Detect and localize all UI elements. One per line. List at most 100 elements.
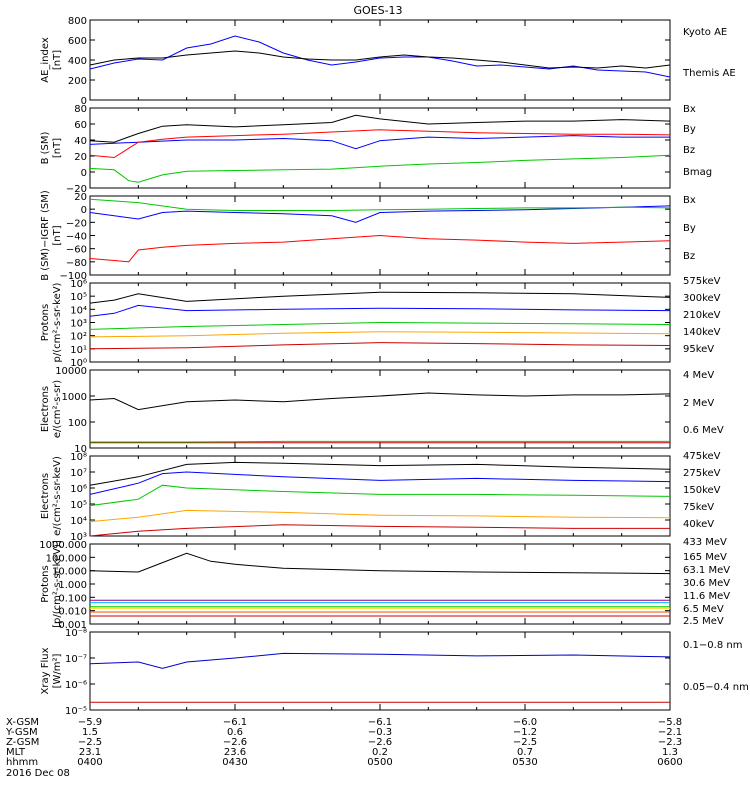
footer-row-label: X-GSM	[6, 717, 39, 728]
series-line-575keV	[89, 342, 671, 350]
footer-date: 2016 Dec 08	[6, 768, 70, 779]
footer-value: 0600	[657, 757, 682, 768]
panel-frame-xray	[89, 631, 671, 711]
ytick-label: 10⁴	[70, 516, 87, 527]
ytick-label: 10⁶	[70, 279, 87, 290]
legend-entry: 210keV	[683, 310, 721, 321]
ytick-label: 10⁵	[70, 500, 87, 511]
legend-entry: 0.6 MeV	[683, 425, 724, 436]
series-line-140keV	[89, 304, 671, 317]
y-axis-label: e/(cm²-s-sr-keV)	[52, 456, 63, 536]
series-line-150keV	[89, 484, 671, 507]
legend-entry: 75keV	[683, 502, 714, 513]
legend-entry: 4 MeV	[683, 370, 714, 381]
legend-entry: 63.1 MeV	[683, 565, 730, 576]
legend-entry: Themis AE	[682, 68, 736, 79]
ytick-label: 10.000	[52, 567, 87, 578]
ytick-label: 0	[81, 96, 87, 107]
series-line-300keV	[89, 331, 671, 338]
series-line-Bmag	[89, 114, 671, 143]
y-axis-label: Xray Flux	[40, 647, 51, 694]
ytick-label: 1000	[62, 392, 87, 403]
y-axis-label: [p/(cm²-s-sr-keV)]	[52, 540, 63, 628]
ytick-label: 0.100	[58, 593, 87, 604]
legend-entry: 575keV	[683, 276, 721, 287]
legend-entry: 433 MeV	[683, 537, 727, 548]
footer-value: 23.1	[79, 747, 101, 758]
ytick-label: 100.000	[46, 553, 87, 564]
ytick-label: 1.000	[58, 580, 87, 591]
series-line-275keV	[89, 509, 671, 523]
legend-entry: 165 MeV	[683, 552, 727, 563]
ytick-label: 400	[68, 56, 87, 67]
ytick-label: 10⁻⁸	[65, 628, 87, 639]
legend-entry: 95keV	[683, 344, 714, 355]
y-axis-label: Protons	[40, 304, 51, 341]
footer-row-label: Y-GSM	[5, 727, 38, 738]
footer-value: −2.6	[223, 737, 247, 748]
footer-value: 0.7	[517, 747, 533, 758]
footer-value: −2.5	[513, 737, 537, 748]
ytick-label: 20	[74, 192, 87, 203]
y-axis-label: [nT]	[52, 225, 63, 245]
ytick-label: 0.001	[58, 620, 87, 631]
footer-value: 1.5	[82, 727, 98, 738]
legend-entry: By	[683, 124, 696, 135]
legend-entry: 30.6 MeV	[683, 578, 730, 589]
ytick-label: 100	[68, 418, 87, 429]
series-line-Kyoto-AE	[89, 35, 671, 78]
series-line-Bx	[89, 135, 670, 150]
y-axis-label: [W/m²]	[52, 653, 63, 688]
footer-value: 1.3	[662, 747, 678, 758]
footer-value: 23.6	[224, 747, 246, 758]
series-line-210keV	[89, 321, 671, 330]
series-line-475keV	[89, 524, 670, 537]
ytick-label: −20	[66, 184, 87, 195]
legend-entry: Bx	[683, 104, 696, 115]
footer-value: −0.3	[368, 727, 392, 738]
ytick-label: 10⁻⁵	[65, 706, 87, 717]
footer-value: 0.2	[372, 747, 388, 758]
ytick-label: 10³	[70, 319, 87, 330]
footer-row-label: MLT	[6, 747, 26, 758]
legend-entry: Bx	[683, 195, 696, 206]
ytick-label: 10	[74, 444, 87, 455]
footer-value: −2.6	[368, 737, 392, 748]
ytick-label: −60	[66, 245, 87, 256]
legend-entry: By	[683, 223, 696, 234]
series-line-Themis-AE	[89, 50, 671, 69]
ytick-label: 10³	[70, 532, 87, 543]
series-line-0-6-MeV	[89, 392, 671, 411]
legend-entry: 0.1−0.8 nm	[683, 640, 742, 651]
series-line-75keV	[89, 471, 671, 495]
series-line-By	[89, 154, 671, 183]
ytick-label: −100	[60, 271, 87, 282]
series-line-Bz	[89, 129, 671, 159]
legend-entry: 150keV	[683, 485, 721, 496]
footer-value: −5.8	[658, 717, 682, 728]
footer-value: −2.1	[658, 727, 682, 738]
ytick-label: 10⁸	[70, 452, 87, 463]
ytick-label: −80	[66, 258, 87, 269]
ytick-label: −40	[66, 232, 87, 243]
ytick-label: 0.010	[58, 607, 87, 618]
legend-entry: 140keV	[683, 327, 721, 338]
legend-entry: 275keV	[683, 468, 721, 479]
footer-value: −1.2	[513, 727, 537, 738]
y-axis-label: Electrons	[40, 473, 51, 519]
ytick-label: 10⁵	[70, 292, 87, 303]
legend-entry: 475keV	[683, 451, 721, 462]
legend-entry: Bmag	[683, 167, 712, 178]
ytick-label: 10⁷	[70, 468, 87, 479]
figure-title: GOES-13	[353, 4, 402, 17]
series-line-Bx	[89, 205, 671, 223]
ytick-label: 1000.000	[39, 540, 87, 551]
y-axis-label: e/(cm²-s-sr)	[52, 380, 63, 438]
y-axis-label: [nT]	[52, 50, 63, 70]
ytick-label: 10⁰	[70, 358, 87, 369]
ytick-label: 10⁶	[70, 484, 87, 495]
ytick-label: 10⁻⁶	[65, 680, 87, 691]
y-axis-label: p/(cm²-s-sr-keV)	[52, 282, 63, 362]
panel-frame-bsm	[89, 107, 671, 189]
